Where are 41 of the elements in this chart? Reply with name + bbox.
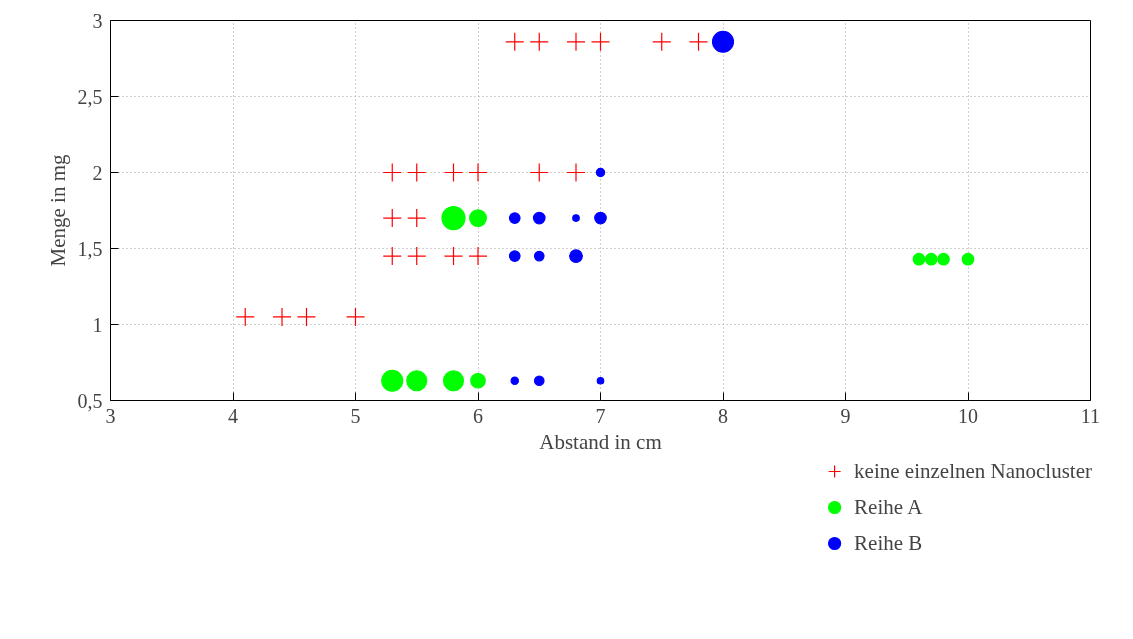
y-tick-label: 2	[92, 161, 103, 184]
y-tick-label: 2,5	[77, 85, 103, 108]
point	[468, 246, 488, 266]
point	[529, 32, 549, 52]
x-tick-label: 10	[958, 404, 978, 427]
y-tick-label: 1,5	[77, 237, 103, 260]
point	[468, 162, 488, 183]
point	[345, 307, 366, 327]
point	[566, 162, 586, 183]
point	[382, 246, 402, 266]
point	[590, 32, 611, 52]
point	[382, 162, 402, 183]
point	[296, 307, 317, 327]
point	[407, 208, 427, 228]
x-tick-label: 5	[350, 404, 361, 427]
y-tick-label: 1	[92, 313, 103, 336]
x-tick-label: 9	[840, 404, 851, 427]
point	[382, 208, 402, 228]
x-tick-label: 4	[228, 404, 238, 427]
point	[688, 32, 709, 52]
point	[566, 32, 586, 52]
point	[272, 307, 292, 327]
x-tick-label: 6	[473, 404, 483, 427]
y-tick-label: 3	[92, 9, 103, 32]
point	[235, 307, 255, 327]
x-tick-label: 7	[595, 404, 606, 427]
point	[652, 32, 672, 52]
x-tick-label: 8	[718, 404, 728, 427]
legend-label: Reihe A	[854, 494, 923, 520]
point	[407, 162, 427, 183]
x-axis-title: Abstand in cm	[539, 429, 662, 454]
y-axis-title: Menge in mg	[45, 154, 70, 267]
point	[505, 32, 525, 52]
point	[407, 246, 427, 266]
x-tick-label: 11	[1080, 404, 1101, 427]
point	[443, 246, 464, 266]
legend-label: Reihe B	[854, 530, 923, 556]
point	[443, 162, 464, 183]
legend-label: keine einzelnen Nanocluster	[854, 458, 1092, 484]
y-tick-label: 0,5	[77, 389, 103, 412]
point	[529, 162, 549, 183]
